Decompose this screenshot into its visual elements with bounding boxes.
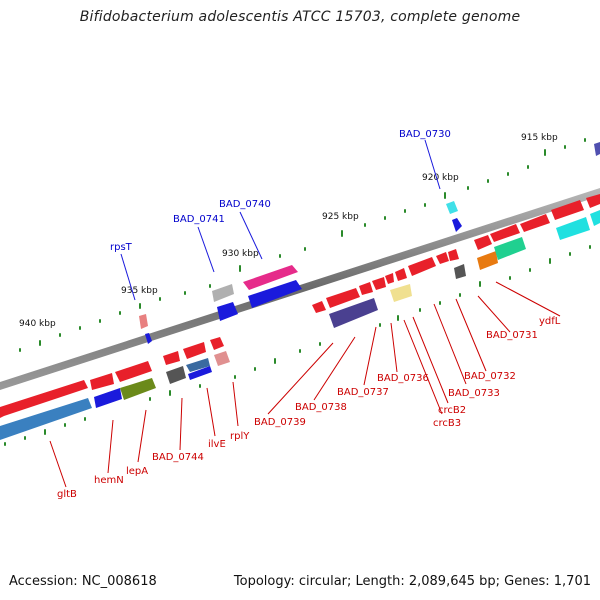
ruler-label-930: 930 kbp [222, 249, 259, 259]
ruler-ticks-outer [19, 138, 586, 352]
gene-right-b[interactable] [551, 200, 584, 220]
gene-BAD_0738-lower[interactable] [329, 298, 378, 328]
gene-crcB3[interactable] [395, 268, 407, 281]
gene-BAD_0744-lower[interactable] [166, 366, 186, 384]
gene-gltB[interactable] [0, 380, 88, 418]
gene-right-lower-a[interactable] [556, 217, 590, 240]
reverse-genes[interactable] [0, 194, 600, 418]
gene-label-lepA: lepA [126, 466, 148, 477]
gene-blue-933[interactable] [217, 302, 238, 321]
gene-rplY[interactable] [210, 337, 224, 350]
gene-rplY-lower[interactable] [214, 351, 230, 366]
forward-genes[interactable] [139, 142, 600, 329]
label-connectors-top [120, 139, 441, 301]
gene-label-ilvE: ilvE [208, 439, 226, 450]
gene-lepA-lower[interactable] [120, 378, 156, 400]
topology-text: Topology: circular; Length: 2,089,645 bp… [233, 574, 591, 589]
gene-hemN[interactable] [90, 373, 114, 390]
gene-ydfL-lower-a[interactable] [477, 251, 498, 270]
gene-rpsT[interactable] [139, 314, 148, 329]
gene-BAD_0733[interactable] [408, 257, 436, 276]
gene-gltB-lower[interactable] [0, 398, 92, 440]
gene-label-BAD_0741: BAD_0741 [173, 214, 225, 225]
gene-label-gltB: gltB [57, 489, 77, 500]
gene-blue-930[interactable] [248, 280, 302, 308]
ruler-label-925: 925 kbp [322, 212, 359, 222]
gene-label-rplY: rplY [230, 431, 250, 442]
gene-BAD_0730[interactable] [446, 201, 458, 214]
gene-BAD_0732[interactable] [436, 252, 449, 264]
gene-BAD_0739[interactable] [312, 301, 326, 313]
gene-label-BAD_0737: BAD_0737 [337, 387, 389, 398]
gene-label-BAD_0731: BAD_0731 [486, 330, 538, 341]
gene-label-crcB3: crcB3 [433, 418, 461, 429]
gene-label-BAD_0732: BAD_0732 [464, 371, 516, 382]
gene-label-BAD_0730: BAD_0730 [399, 129, 451, 140]
gene-BAD_0741[interactable] [212, 284, 234, 302]
gene-ilvE-lower-b[interactable] [188, 366, 212, 380]
gene-crcB-lower[interactable] [390, 284, 412, 302]
gene-right-lower-b[interactable] [590, 210, 600, 226]
gene-BAD_0736[interactable] [372, 277, 386, 290]
gene-label-hemN: hemN [94, 475, 124, 486]
gene-label-BAD_0736: BAD_0736 [377, 373, 429, 384]
gene-lepA[interactable] [115, 361, 152, 382]
gene-label-BAD_0733: BAD_0733 [448, 388, 500, 399]
gene-label-BAD_0740: BAD_0740 [219, 199, 271, 210]
gene-BAD_0740[interactable] [243, 265, 298, 290]
gene-hemN-lower[interactable] [94, 388, 122, 408]
ruler-label-935: 935 kbp [121, 286, 158, 296]
gene-BAD_0731-lower[interactable] [454, 264, 466, 279]
gene-BAD_0744[interactable] [163, 351, 180, 365]
ruler-label-940: 940 kbp [19, 319, 56, 329]
gene-blue-920[interactable] [452, 218, 462, 232]
gene-label-rpsT: rpsT [110, 242, 133, 253]
gene-right-c[interactable] [586, 194, 600, 208]
gene-label-BAD_0744: BAD_0744 [152, 452, 204, 463]
accession-text: Accession: NC_008618 [9, 574, 157, 589]
gene-crcB2[interactable] [385, 273, 394, 284]
gene-label-BAD_0738: BAD_0738 [295, 402, 347, 413]
map-title: Bifidobacterium adolescentis ATCC 15703,… [79, 9, 521, 25]
gene-ydfL-lower-b[interactable] [494, 237, 526, 260]
ruler-label-915: 915 kbp [521, 133, 558, 143]
ruler-ticks-inner [4, 245, 591, 446]
gene-ydfL-b[interactable] [490, 224, 520, 242]
gene-BAD_0737[interactable] [359, 282, 373, 295]
label-connectors-bottom [49, 281, 561, 488]
forward-genes-track2[interactable] [145, 218, 462, 344]
gene-BAD_0731[interactable] [448, 249, 459, 261]
gene-label-crcB2: crcB2 [438, 405, 466, 416]
gene-ilvE[interactable] [183, 342, 206, 359]
gene-label-BAD_0739: BAD_0739 [254, 417, 306, 428]
gene-BAD_0738[interactable] [326, 288, 360, 308]
gene-right-a[interactable] [520, 214, 550, 232]
gene-top-right-edge[interactable] [594, 142, 600, 156]
gene-ilvE-lower-a[interactable] [186, 358, 210, 372]
ruler-label-920: 920 kbp [422, 173, 459, 183]
gene-label-ydfL: ydfL [539, 316, 561, 327]
gene-ydfL-a[interactable] [474, 235, 492, 250]
gene-blue-937[interactable] [145, 333, 152, 344]
reverse-genes-track2[interactable] [0, 210, 600, 440]
